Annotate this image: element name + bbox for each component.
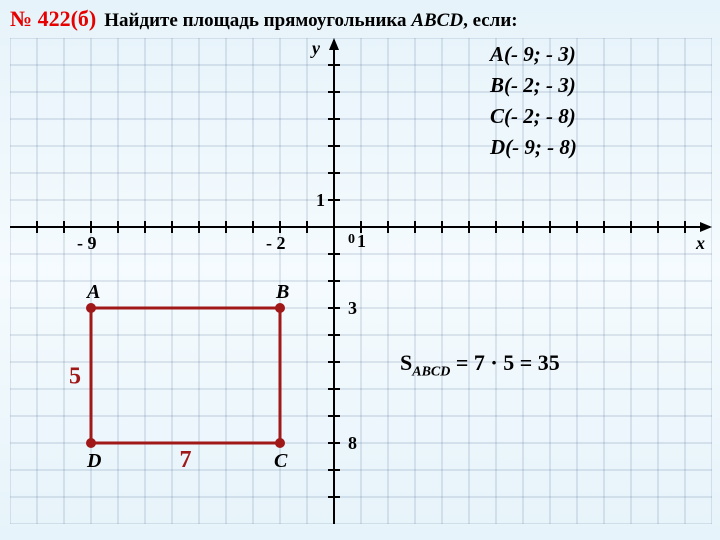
svg-text:B: B bbox=[275, 281, 289, 303]
svg-text:A: A bbox=[85, 281, 100, 303]
svg-text:y: y bbox=[310, 38, 321, 58]
problem-text-suffix: , если: bbox=[463, 10, 518, 31]
formula-sub: ABCD bbox=[412, 364, 450, 379]
svg-text:5: 5 bbox=[69, 364, 81, 390]
svg-text:3: 3 bbox=[348, 298, 357, 318]
area-formula: SABCD = 7 · 5 = 35 bbox=[400, 350, 560, 380]
formula-rest: = 7 · 5 = 35 bbox=[450, 350, 559, 375]
svg-text:- 2: - 2 bbox=[266, 233, 286, 253]
svg-text:- 9: - 9 bbox=[77, 233, 97, 253]
coord-D: D(- 9; - 8) bbox=[490, 135, 577, 160]
coordinate-plane: 011xy- 2- 938ABCD75 bbox=[10, 38, 712, 524]
svg-text:8: 8 bbox=[348, 433, 357, 453]
problem-text-shape: ABCD bbox=[411, 10, 463, 31]
coord-C: C(- 2; - 8) bbox=[490, 104, 577, 129]
coordinates-list: A(- 9; - 3) B(- 2; - 3) C(- 2; - 8) D(- … bbox=[490, 42, 577, 166]
svg-text:7: 7 bbox=[180, 447, 192, 473]
coord-B: B(- 2; - 3) bbox=[490, 73, 577, 98]
svg-text:1: 1 bbox=[316, 190, 325, 210]
svg-text:0: 0 bbox=[348, 232, 355, 247]
svg-text:D: D bbox=[86, 450, 101, 472]
svg-text:1: 1 bbox=[357, 231, 366, 251]
formula-S: S bbox=[400, 350, 412, 375]
problem-text: Найдите площадь прямоугольника ABCD, есл… bbox=[104, 10, 517, 32]
svg-text:C: C bbox=[274, 450, 288, 472]
problem-number: № 422(б) bbox=[10, 6, 96, 32]
plot-area: 011xy- 2- 938ABCD75 bbox=[10, 38, 710, 534]
problem-text-prefix: Найдите площадь прямоугольника bbox=[104, 10, 411, 31]
svg-text:x: x bbox=[695, 233, 705, 253]
coord-A: A(- 9; - 3) bbox=[490, 42, 577, 67]
